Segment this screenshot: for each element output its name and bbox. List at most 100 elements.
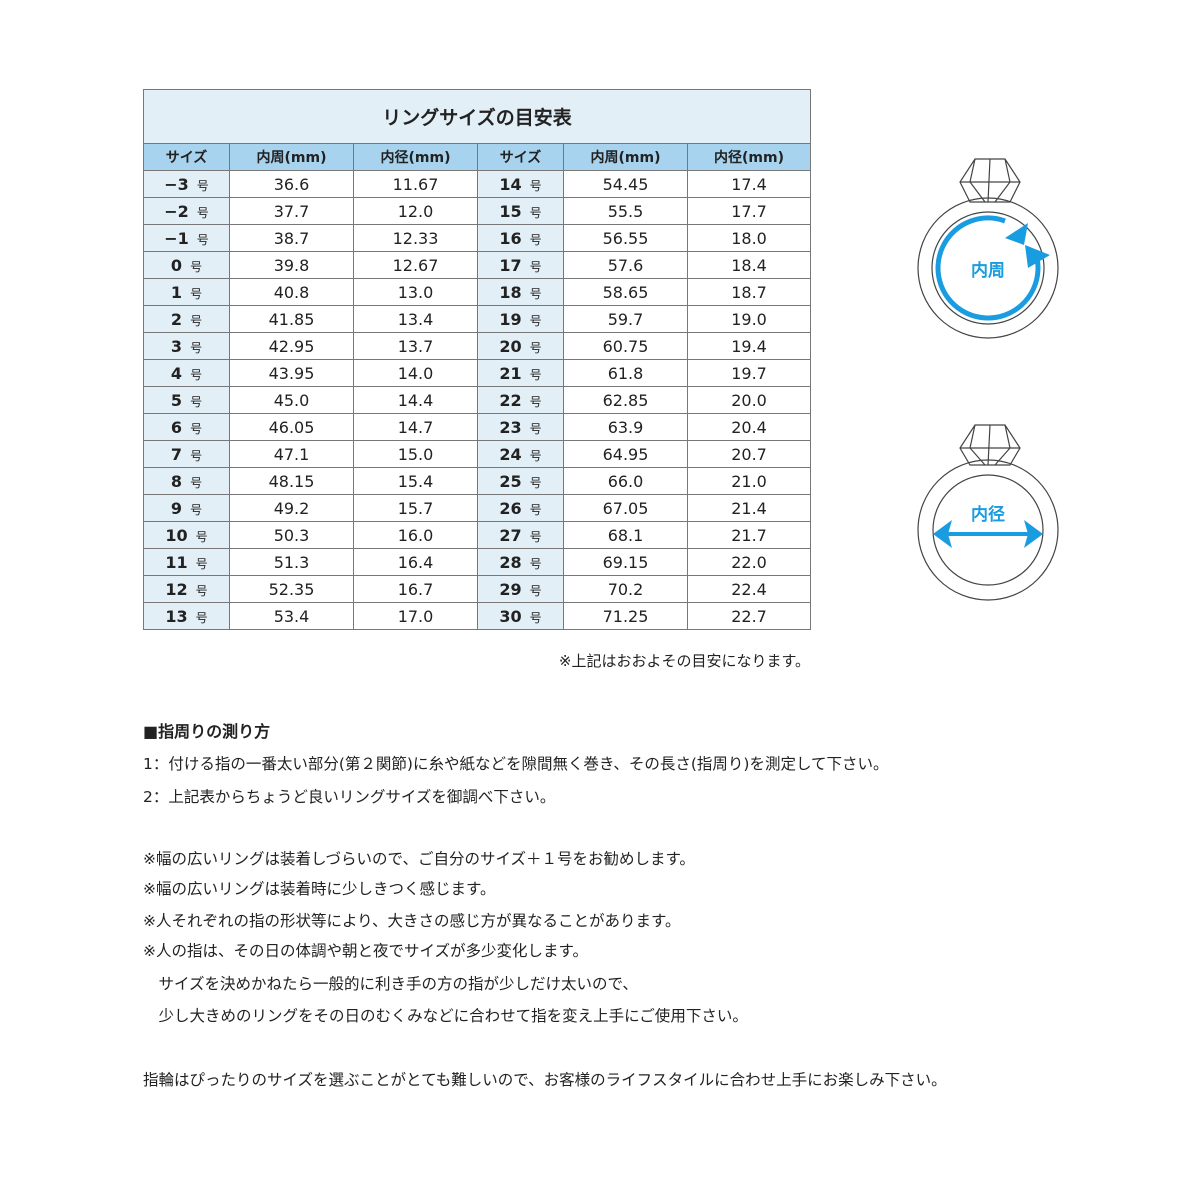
diameter-cell: 20.0 [686,386,812,414]
instructions-heading: ■指周りの測り方 [143,722,271,741]
size-value: 9 [170,498,183,518]
diameter-cell: 20.7 [686,440,812,468]
size-value: 28 [499,552,522,572]
size-value: 20 [499,336,522,356]
note-4: ※人の指は、その日の体調や朝と夜でサイズが多少変化します。 [143,942,588,960]
table-row: −2 号 37.7 12.0 15 号 55.5 17.7 [143,197,812,225]
size-cell: −2 号 [143,197,230,225]
table-row: 1 号 40.8 13.0 18 号 58.65 18.7 [143,278,812,306]
size-value: 0 [170,255,183,275]
size-cell: 30 号 [477,602,564,630]
diameter-cell: 19.0 [686,305,812,333]
circumference-cell: 51.3 [229,548,354,576]
size-unit: 号 [196,232,209,247]
circumference-cell: 70.2 [563,575,688,603]
size-cell: 12 号 [143,575,230,603]
diameter-cell: 18.7 [686,278,812,306]
size-cell: 18 号 [477,278,564,306]
diameter-cell: 13.7 [353,332,478,360]
size-unit: 号 [529,502,542,517]
size-cell: 17 号 [477,251,564,279]
circumference-cell: 42.95 [229,332,354,360]
size-unit: 号 [195,610,208,625]
size-value: 12 [165,579,188,599]
size-unit: 号 [190,421,203,436]
size-unit: 号 [529,286,542,301]
circumference-cell: 63.9 [563,413,688,441]
circumference-cell: 64.95 [563,440,688,468]
size-value: 13 [165,606,188,626]
ring-circumference-illustration: 内周 [917,158,1059,339]
size-value: 18 [499,282,522,302]
table-row: 12 号 52.35 16.7 29 号 70.2 22.4 [143,575,812,603]
table-row: 0 号 39.8 12.67 17 号 57.6 18.4 [143,251,812,279]
circumference-cell: 71.25 [563,602,688,630]
diameter-cell: 14.7 [353,413,478,441]
diameter-cell: 17.0 [353,602,478,630]
note-1: ※幅の広いリングは装着しづらいので、ご自分のサイズ＋１号をお勧めします。 [143,850,695,868]
size-cell: 24 号 [477,440,564,468]
diameter-cell: 21.0 [686,467,812,495]
circumference-cell: 69.15 [563,548,688,576]
size-value: 19 [499,309,522,329]
size-unit: 号 [529,421,542,436]
circumference-cell: 67.05 [563,494,688,522]
table-row: 4 号 43.95 14.0 21 号 61.8 19.7 [143,359,812,387]
size-value: 25 [499,471,522,491]
table-row: 7 号 47.1 15.0 24 号 64.95 20.7 [143,440,812,468]
diameter-cell: 18.0 [686,224,812,252]
table-row: 13 号 53.4 17.0 30 号 71.25 22.7 [143,602,812,630]
size-unit: 号 [529,583,542,598]
size-cell: 11 号 [143,548,230,576]
circumference-cell: 36.6 [229,170,354,198]
diameter-cell: 19.4 [686,332,812,360]
diameter-cell: 15.4 [353,467,478,495]
size-value: 26 [499,498,522,518]
circumference-cell: 55.5 [563,197,688,225]
circumference-cell: 57.6 [563,251,688,279]
size-value: 29 [499,579,522,599]
size-unit: 号 [529,259,542,274]
circumference-cell: 41.85 [229,305,354,333]
size-value: 5 [170,390,183,410]
size-cell: 14 号 [477,170,564,198]
circumference-cell: 46.05 [229,413,354,441]
circumference-cell: 66.0 [563,467,688,495]
size-unit: 号 [190,448,203,463]
note-2: ※幅の広いリングは装着時に少しきつく感じます。 [143,880,496,898]
size-unit: 号 [196,205,209,220]
circumference-cell: 56.55 [563,224,688,252]
table-row: 11 号 51.3 16.4 28 号 69.15 22.0 [143,548,812,576]
size-value: −2 [164,201,189,221]
size-value: 30 [499,606,522,626]
circumference-cell: 61.8 [563,359,688,387]
size-cell: 19 号 [477,305,564,333]
circumference-cell: 40.8 [229,278,354,306]
circumference-cell: 38.7 [229,224,354,252]
size-cell: 10 号 [143,521,230,549]
size-unit: 号 [529,610,542,625]
circumference-label: 内周 [971,260,1005,281]
size-value: 23 [499,417,522,437]
ring-size-table: リングサイズの目安表 サイズ 内周(mm) 内径(mm) サイズ 内周(mm) 内径(mm… [142,89,812,630]
step-1: 1：付ける指の一番太い部分(第２関節)に糸や紙などを隙間無く巻き、その長さ(指周… [143,755,889,773]
size-unit: 号 [529,475,542,490]
diameter-cell: 18.4 [686,251,812,279]
circumference-cell: 49.2 [229,494,354,522]
circumference-cell: 45.0 [229,386,354,414]
size-value: 2 [170,309,183,329]
diameter-cell: 21.7 [686,521,812,549]
size-unit: 号 [529,448,542,463]
circumference-cell: 48.15 [229,467,354,495]
circumference-cell: 60.75 [563,332,688,360]
size-cell: 16 号 [477,224,564,252]
circumference-cell: 54.45 [563,170,688,198]
diameter-cell: 12.67 [353,251,478,279]
circumference-cell: 59.7 [563,305,688,333]
diameter-label: 内径 [971,504,1005,525]
table-row: 10 号 50.3 16.0 27 号 68.1 21.7 [143,521,812,549]
